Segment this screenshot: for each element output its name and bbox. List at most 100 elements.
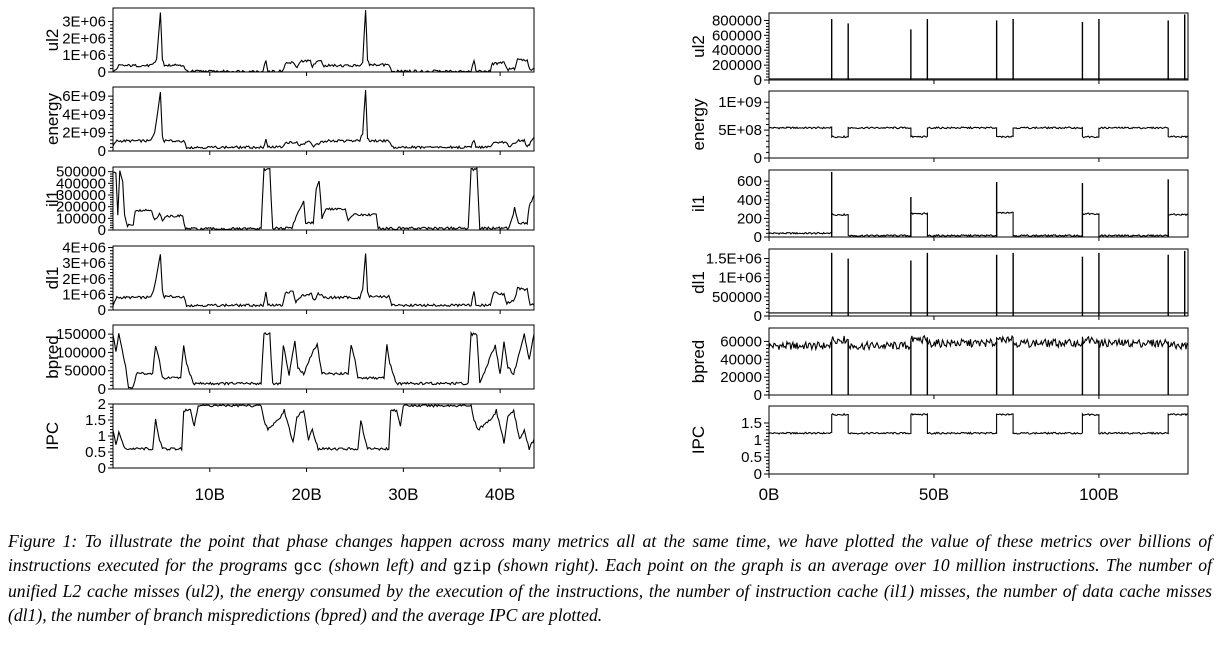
y-tick-label: 1 [98, 428, 106, 445]
y-tick-label: 400000 [712, 42, 762, 59]
y-tick-label: 200 [737, 210, 762, 227]
y-axis-label: bpred [689, 340, 708, 383]
y-tick-label: 1E+09 [718, 94, 762, 111]
y-axis-label: ul2 [43, 29, 62, 52]
x-tick-label: 20B [291, 485, 321, 504]
panel-frame [112, 245, 535, 311]
caption-text-3: (shown right). Each point on the graph i… [8, 555, 1212, 625]
y-tick-label: 5E+08 [718, 122, 762, 139]
y-axis-label: ul2 [689, 35, 708, 58]
y-tick-label: 0 [754, 150, 762, 167]
caption-code-gzip: gzip [452, 558, 492, 576]
panel-frame [768, 248, 1189, 317]
panel-frame [768, 90, 1189, 159]
panel-IPC: 00.511.52 IPC [43, 396, 535, 477]
series-line-IPC [768, 412, 1189, 435]
y-tick-label: 1E+06 [62, 47, 106, 64]
y-tick-label: 0 [98, 302, 106, 319]
y-tick-label: 200000 [56, 199, 106, 216]
y-axis-label: IPC [689, 426, 708, 454]
y-tick-label: 0 [98, 222, 106, 239]
y-tick-label: 600000 [712, 27, 762, 44]
y-tick-label: 50000 [64, 363, 106, 380]
y-tick-label: 4E+09 [62, 106, 106, 123]
x-tick-label: 50B [919, 485, 949, 504]
series-line-ul2 [112, 10, 535, 73]
caption-text-1: Figure 1: To illustrate the point that p… [8, 531, 1212, 575]
y-tick-label: 0.5 [741, 449, 762, 466]
y-tick-label: 800000 [712, 12, 762, 29]
figure-caption: Figure 1: To illustrate the point that p… [8, 529, 1212, 627]
series-line-bpred [112, 330, 535, 389]
y-tick-label: 0 [98, 381, 106, 398]
panel-dl1: 0 500000 1E+06 1.5E+06 dl1 [689, 248, 1189, 325]
y-tick-label: 500000 [712, 289, 762, 306]
y-tick-label: 0 [98, 460, 106, 477]
y-tick-label: 1E+06 [718, 270, 762, 287]
y-tick-label: 400 [737, 192, 762, 209]
y-tick-label: 1E+06 [62, 286, 106, 303]
y-tick-label: 200000 [712, 57, 762, 74]
series-line-il1 [112, 166, 535, 231]
y-tick-label: 2 [98, 396, 106, 413]
x-tick-label: 40B [485, 485, 515, 504]
gzip-chart: 0200000400000600000800000ul205E+081E+09e… [689, 12, 1189, 504]
y-tick-label: 0 [754, 72, 762, 89]
y-tick-label: 3E+06 [62, 13, 106, 30]
y-axis-label: il1 [689, 195, 708, 212]
series-line-IPC [112, 403, 535, 452]
y-axis-label: dl1 [43, 267, 62, 290]
panel-frame [768, 327, 1189, 396]
panel-frame [112, 7, 535, 73]
y-tick-label: 0 [754, 308, 762, 325]
panel-IPC: 00.511.5 IPC [689, 405, 1189, 483]
y-tick-label: 20000 [720, 369, 762, 386]
panel-frame [768, 12, 1189, 81]
y-tick-label: 500000 [56, 164, 106, 181]
series-line-energy [112, 90, 535, 150]
y-tick-label: 6E+09 [62, 88, 106, 105]
y-tick-label: 1.5E+06 [706, 251, 762, 268]
y-axis-label: il1 [43, 190, 62, 207]
series-line-bpred [768, 334, 1189, 352]
y-axis-label: dl1 [689, 271, 708, 294]
y-axis-label: IPC [43, 422, 62, 450]
y-tick-label: 100000 [56, 344, 106, 361]
y-tick-label: 3E+06 [62, 255, 106, 272]
caption-code-gcc: gcc [293, 558, 323, 576]
y-tick-label: 0 [98, 143, 106, 160]
y-tick-label: 400000 [56, 175, 106, 192]
y-tick-label: 0 [754, 387, 762, 404]
series-line-il1 [768, 211, 1189, 238]
y-tick-label: 300000 [56, 187, 106, 204]
y-tick-label: 600 [737, 173, 762, 190]
y-tick-label: 0 [98, 64, 106, 81]
y-axis-label: bpred [43, 335, 62, 378]
y-tick-label: 40000 [720, 351, 762, 368]
panel-frame [112, 403, 535, 469]
y-tick-label: 1.5 [741, 415, 762, 432]
panel-frame [112, 86, 535, 152]
y-tick-label: 0 [754, 466, 762, 483]
x-tick-label: 10B [195, 485, 225, 504]
y-tick-label: 2E+06 [62, 30, 106, 47]
y-tick-label: 0 [754, 229, 762, 246]
series-line-energy [768, 126, 1189, 139]
y-tick-label: 150000 [56, 326, 106, 343]
y-tick-label: 2E+06 [62, 271, 106, 288]
x-tick-label: 30B [388, 485, 418, 504]
y-tick-label: 0.5 [85, 444, 106, 461]
y-tick-label: 1 [754, 432, 762, 449]
y-axis-label: energy [689, 98, 708, 150]
y-axis-label: energy [43, 93, 62, 145]
series-line-dl1 [112, 253, 535, 308]
